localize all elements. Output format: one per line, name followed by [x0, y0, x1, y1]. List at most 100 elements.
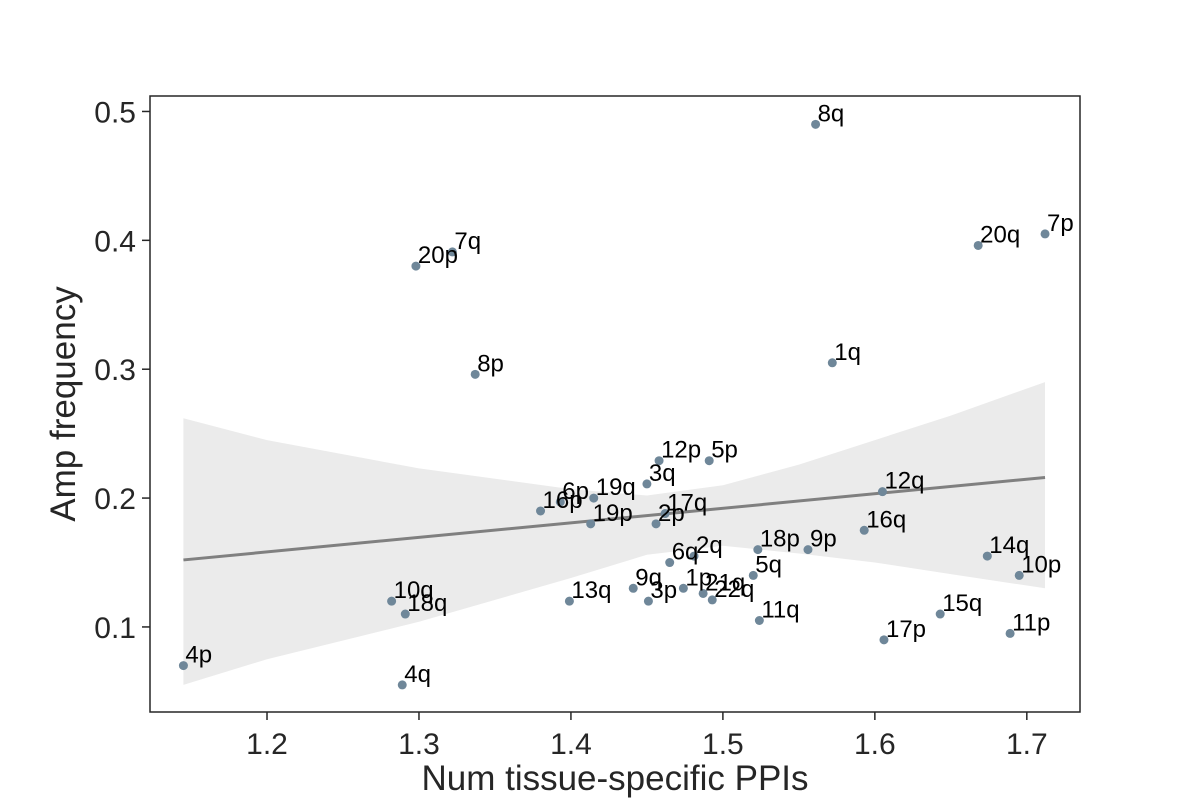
data-point: [589, 493, 599, 503]
data-points-layer: [178, 119, 1050, 690]
data-point: [803, 545, 813, 555]
data-point: [707, 595, 717, 605]
data-point: [879, 635, 889, 645]
point-label: 5q: [755, 551, 782, 578]
data-point: [704, 456, 714, 466]
data-point: [1040, 229, 1050, 239]
data-point: [400, 609, 410, 619]
y-tick-label: 0.1: [94, 612, 136, 645]
point-label: 6q: [672, 539, 699, 566]
data-point: [1014, 570, 1024, 580]
point-label: 18q: [407, 590, 447, 617]
data-point: [660, 509, 670, 519]
data-point: [689, 551, 699, 561]
point-label: 10p: [1021, 551, 1061, 578]
x-axis-label: Num tissue-specific PPIs: [421, 759, 808, 798]
point-label: 19q: [596, 474, 636, 501]
x-tick-label: 1.7: [1006, 728, 1048, 761]
data-point: [665, 558, 675, 568]
point-label: 9q: [635, 564, 662, 591]
data-point: [1005, 628, 1015, 638]
point-label: 2p: [658, 500, 685, 527]
point-label: 3q: [649, 460, 676, 487]
data-point: [698, 588, 708, 598]
point-label: 1p: [685, 564, 712, 591]
y-tick-label: 0.2: [94, 483, 136, 516]
point-label: 4p: [185, 642, 212, 669]
y-axis-ticks: 0.1 0.2 0.3 0.4 0.5: [94, 96, 150, 645]
point-label: 2q: [696, 532, 723, 559]
point-label: 21q: [705, 569, 745, 596]
confidence-band-layer: [183, 382, 1045, 685]
point-label: 12q: [884, 468, 924, 495]
point-label: 6p: [562, 478, 589, 505]
data-point: [748, 570, 758, 580]
y-tick-label: 0.4: [94, 225, 136, 258]
data-point: [811, 119, 821, 129]
y-tick-label: 0.5: [94, 96, 136, 129]
point-label: 3p: [650, 577, 677, 604]
data-point: [586, 519, 596, 529]
data-point: [447, 247, 457, 257]
point-label: 15q: [942, 590, 982, 617]
x-tick-label: 1.2: [246, 728, 288, 761]
x-tick-label: 1.4: [550, 728, 592, 761]
point-label: 13q: [571, 577, 611, 604]
data-point: [859, 525, 869, 535]
regression-line: [183, 475, 1046, 562]
point-label: 20p: [418, 242, 458, 269]
data-point: [555, 497, 565, 507]
point-label: 8p: [477, 350, 504, 377]
x-tick-label: 1.3: [398, 728, 440, 761]
point-label: 10q: [394, 577, 434, 604]
data-point: [754, 616, 764, 626]
data-point: [678, 583, 688, 593]
confidence-band: [183, 382, 1045, 685]
data-point: [470, 369, 480, 379]
data-point: [411, 261, 421, 271]
point-label: 17p: [886, 616, 926, 643]
data-point: [564, 596, 574, 606]
y-tick-label: 0.3: [94, 354, 136, 387]
point-label: 5p: [711, 437, 738, 464]
data-point: [387, 596, 397, 606]
regression-line-layer: [183, 475, 1046, 562]
point-label: 16p: [543, 487, 583, 514]
point-label: 12p: [661, 437, 701, 464]
data-point: [973, 240, 983, 250]
point-label: 20q: [980, 221, 1020, 248]
data-point: [642, 479, 652, 489]
data-point: [628, 583, 638, 593]
point-label: 1q: [834, 339, 861, 366]
point-label: 11p: [1012, 609, 1050, 636]
point-label: 7p: [1047, 210, 1074, 237]
point-label: 22q: [714, 576, 754, 603]
point-label: 8q: [818, 100, 845, 127]
point-label: 14q: [989, 532, 1029, 559]
data-point: [753, 545, 763, 555]
point-label: 19p: [593, 500, 633, 527]
data-point: [654, 456, 664, 466]
point-label: 7q: [454, 228, 481, 255]
data-point: [397, 680, 407, 690]
data-point: [827, 358, 837, 368]
point-label: 17q: [667, 490, 707, 517]
point-label: 16q: [866, 506, 906, 533]
plot-frame: [149, 95, 1081, 713]
point-label: 18p: [760, 526, 800, 553]
data-point: [935, 609, 945, 619]
x-axis-ticks: 1.2 1.3 1.4 1.5 1.6 1.7: [246, 712, 1048, 761]
data-point: [178, 661, 188, 671]
data-point: [982, 551, 992, 561]
data-point: [651, 519, 661, 529]
x-tick-label: 1.5: [702, 728, 744, 761]
point-label: 4q: [404, 661, 431, 688]
point-label: 11q: [761, 597, 799, 624]
data-point: [877, 487, 887, 497]
x-tick-label: 1.6: [854, 728, 896, 761]
data-point: [643, 596, 653, 606]
y-axis-label: Amp frequency: [44, 286, 83, 522]
point-label: 9p: [810, 526, 837, 553]
